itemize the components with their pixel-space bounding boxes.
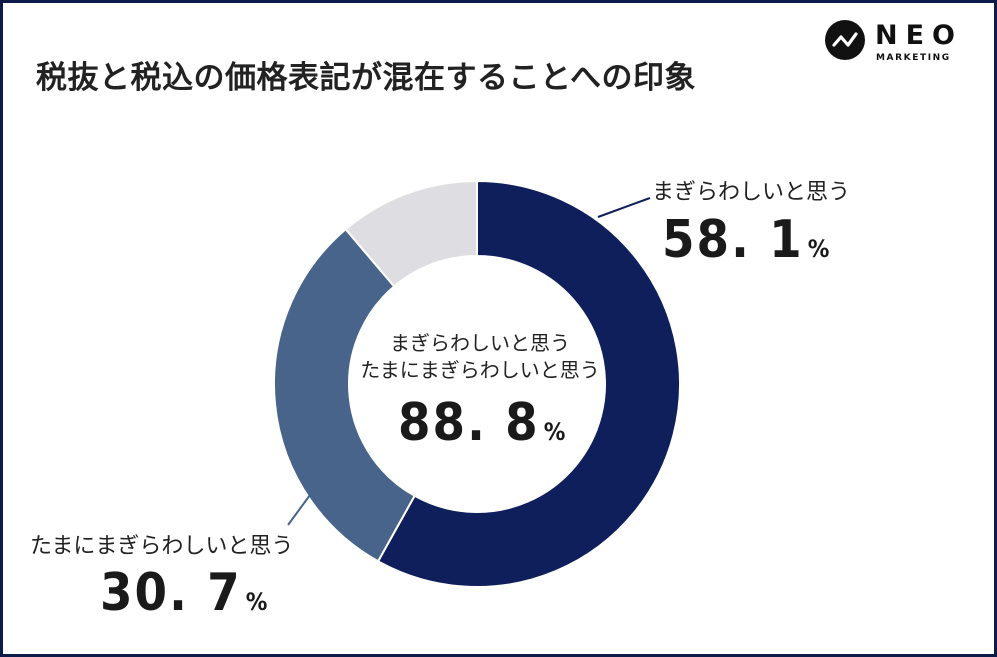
slice-value-0-unit: % bbox=[807, 235, 830, 263]
slice-value-1-number: 30. 7 bbox=[100, 563, 242, 623]
logo-subtitle: MARKETING bbox=[876, 53, 951, 63]
center-value-number: 88. 8 bbox=[398, 393, 540, 453]
leader-line-slice-1 bbox=[287, 494, 311, 526]
donut-slice-0 bbox=[376, 179, 681, 588]
donut-slice-1 bbox=[273, 227, 416, 563]
leader-line-slice-0 bbox=[597, 197, 651, 218]
slice-label-1: たまにまぎらわしいと思う bbox=[30, 534, 294, 559]
neo-marketing-logo: NEO MARKETING bbox=[825, 20, 975, 70]
center-value: 88. 8% bbox=[398, 393, 565, 453]
center-label-line-1: まぎらわしいと思う bbox=[390, 331, 570, 355]
slice-value-0: 58. 1% bbox=[662, 210, 829, 270]
slice-value-1-unit: % bbox=[245, 588, 268, 616]
center-label-line-2: たまにまぎらわしいと思う bbox=[360, 358, 600, 382]
slice-value-0-number: 58. 1 bbox=[662, 210, 804, 270]
donut-slice-2 bbox=[344, 179, 478, 288]
chart-title: 税抜と税込の価格表記が混在することへの印象 bbox=[36, 60, 696, 96]
logo-word: NEO bbox=[875, 20, 963, 51]
center-value-unit: % bbox=[543, 418, 566, 446]
slice-value-1: 30. 7% bbox=[100, 563, 267, 623]
neo-zigzag-icon bbox=[825, 20, 865, 60]
slice-label-0: まぎらわしいと思う bbox=[652, 180, 851, 205]
